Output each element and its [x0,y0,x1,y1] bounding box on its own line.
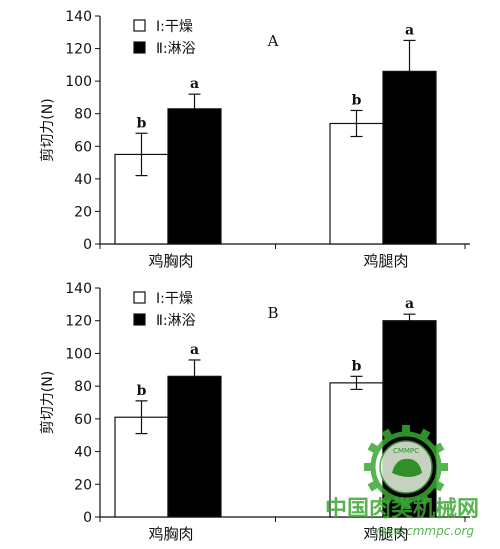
bar-dry [329,122,384,245]
y-tick-label: 140 [65,9,92,25]
gear-logo-icon: CMMPC [364,425,448,509]
legend-swatch [133,41,146,54]
y-tick-label: 0 [83,237,92,253]
legend-swatch [133,19,146,32]
x-category-label: 鸡胸肉 [148,525,193,543]
y-axis-label: 剪切力(N) [40,371,56,434]
gear-tooth [402,425,410,435]
watermark-site-name: 中国肉类机械网 [325,497,479,522]
y-tick-label: 40 [74,172,92,188]
significance-letter: b [137,115,147,131]
legend-label: Ⅰ:干燥 [156,19,193,35]
y-tick-label: 0 [83,510,92,526]
logo-animal-icon [392,458,422,477]
significance-letter: b [352,92,362,108]
legend-label: Ⅰ:干燥 [156,291,193,307]
significance-letter: a [190,342,199,358]
y-tick-label: 80 [74,379,92,395]
significance-letter: b [352,358,362,374]
x-category-label: 鸡胸肉 [148,252,193,270]
y-tick-label: 60 [74,412,92,428]
logo-text: CMMPC [393,447,419,455]
y-tick-label: 20 [74,204,92,220]
x-category-label: 鸡腿肉 [363,252,408,270]
panel-label: A [267,32,279,50]
significance-letter: a [190,76,199,92]
bar-shower [382,70,437,245]
gear-ring [370,431,442,503]
legend-swatch [133,291,146,304]
y-tick-label: 100 [65,74,92,90]
legend-label: Ⅱ:淋浴 [156,313,196,329]
chart-panel-a: 0 20 40 60 80 100 120 140 剪切力(N) 鸡胸肉 鸡腿肉 b b a a Ⅰ:干燥 Ⅱ:… [40,9,470,270]
y-axis-label: 剪切力(N) [40,98,56,161]
significance-letter: a [405,296,414,312]
legend-label: Ⅱ:淋浴 [156,41,196,57]
y-tick-label: 20 [74,477,92,493]
legend-swatch [133,313,146,326]
y-tick-label: 100 [65,346,92,362]
significance-letter: a [405,22,414,38]
y-tick-label: 120 [65,42,92,58]
y-tick-label: 120 [65,314,92,330]
y-tick-label: 60 [74,139,92,155]
y-tick-label: 140 [65,281,92,297]
x-category-label: 鸡腿肉 [363,525,408,543]
gear-tooth [402,499,410,509]
y-tick-label: 40 [74,445,92,461]
significance-letter: b [137,383,147,399]
panel-label: B [267,304,278,322]
bar-shower [167,108,222,245]
bar-shower [167,375,222,518]
y-tick-label: 80 [74,107,92,123]
watermark: CMMPC 中国肉类机械网 www.cmmpc.org [325,425,479,538]
watermark-url: www.cmmpc.org [374,524,475,538]
